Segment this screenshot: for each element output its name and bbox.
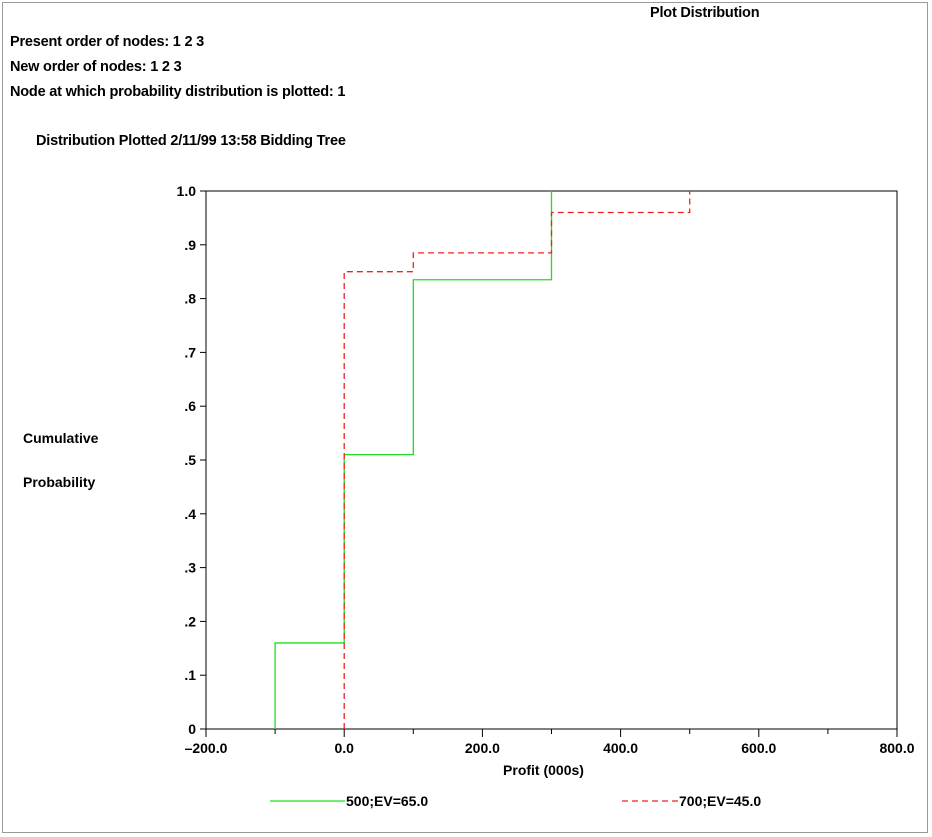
new-order-text: New order of nodes: 1 2 3	[10, 59, 182, 75]
x-tick-label: 600.0	[741, 740, 776, 756]
x-tick-label: 0.0	[334, 740, 354, 756]
y-tick-label: .5	[184, 452, 196, 468]
legend-label-1: 500;EV=65.0	[346, 793, 428, 809]
x-tick-label: –200.0	[185, 740, 228, 756]
x-tick-label: 800.0	[879, 740, 914, 756]
axes	[200, 190, 898, 737]
y-tick-label: .1	[184, 667, 196, 683]
window-title: Plot Distribution	[650, 5, 760, 21]
present-order-text: Present order of nodes: 1 2 3	[10, 34, 205, 50]
distribution-info-text: Distribution Plotted 2/11/99 13:58 Biddi…	[36, 133, 346, 149]
legend-label-2: 700;EV=45.0	[679, 793, 761, 809]
x-axis-title: Profit (000s)	[503, 762, 584, 778]
series-layer	[274, 191, 691, 729]
y-tick-label: .7	[184, 344, 196, 360]
y-tick-label: .2	[184, 613, 196, 629]
y-tick-label: .8	[184, 291, 196, 307]
labels: 0 .1 .2 .3 .4 .5 .6 .7 .8 .9 1.0 –200.0 0.0 200.0 400.…	[23, 183, 915, 778]
y-tick-label: .4	[184, 506, 196, 522]
x-tick-label: 400.0	[603, 740, 638, 756]
y-tick-label: .3	[184, 560, 196, 576]
y-tick-label: 0	[188, 721, 196, 737]
series-line-2	[343, 191, 691, 729]
node-plotted-text: Node at which probability distribution i…	[10, 84, 346, 100]
y-axis-title-line: Probability	[23, 474, 96, 490]
y-tick-label: .6	[184, 398, 196, 414]
y-axis-title-line: Cumulative	[23, 430, 99, 446]
legend: 500;EV=65.0 700;EV=45.0	[270, 793, 761, 809]
y-tick-label: 1.0	[177, 183, 197, 199]
x-tick-label: 200.0	[465, 740, 500, 756]
series-line-1	[274, 191, 553, 729]
y-tick-label: .9	[184, 237, 196, 253]
